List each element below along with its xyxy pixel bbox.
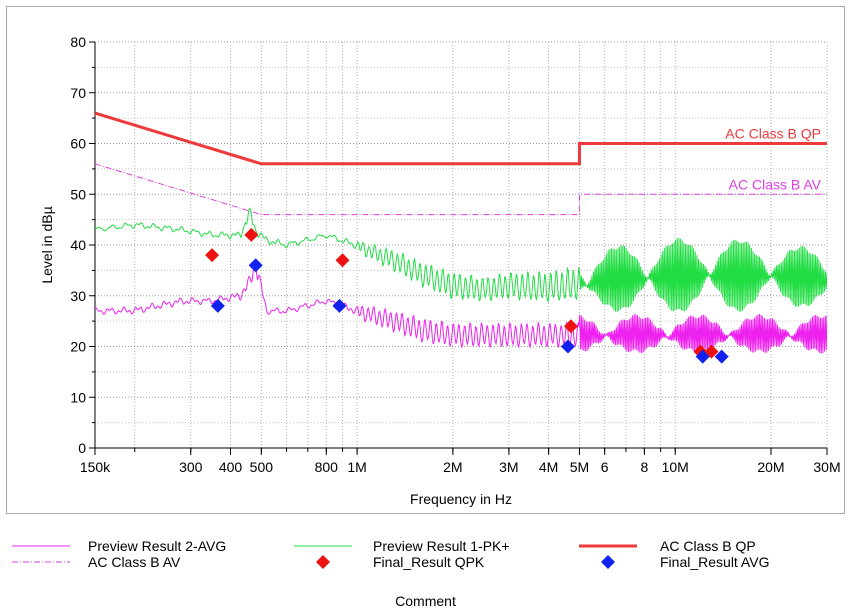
y-tick-label: 30	[70, 288, 86, 304]
emission-chart: 0 10 20 30 40 50 60 70 80 150k 300 400 500 800 1M 2M 3M 4…	[39, 34, 841, 507]
limit-line-av	[94, 163, 827, 216]
y-tick-label: 0	[78, 440, 86, 456]
legend-label-final-avg: Final_Result AVG	[660, 554, 770, 570]
legend: Preview Result 2-AVG Preview Result 1-PK…	[0, 532, 851, 582]
y-tick-label: 50	[70, 186, 86, 202]
limit-line-qp	[94, 111, 827, 166]
x-tick-label: 2M	[443, 459, 462, 475]
annotation-limit-qp: AC Class B QP	[725, 126, 821, 142]
avg-marker	[560, 339, 575, 354]
qpk-marker	[244, 227, 259, 242]
legend-swatch-final-qpk	[316, 555, 330, 569]
x-tick-label: 20M	[757, 459, 784, 475]
avg-marker	[210, 298, 225, 313]
y-tick-label: 70	[70, 85, 86, 101]
y-tick-label: 60	[70, 136, 86, 152]
x-tick-label: 800	[315, 459, 339, 475]
legend-label-limit-av: AC Class B AV	[88, 554, 181, 570]
x-tick-label: 4M	[539, 459, 558, 475]
qpk-marker	[335, 253, 350, 268]
legend-label-avg-preview: Preview Result 2-AVG	[88, 538, 227, 554]
x-tick-label: 500	[250, 459, 274, 475]
comment-text: Comment	[395, 593, 456, 609]
y-tick-label: 80	[70, 34, 86, 50]
x-tick-label: 150k	[80, 459, 111, 475]
plot-frame	[6, 6, 845, 514]
avg-marker	[332, 298, 347, 313]
legend-label-final-qpk: Final_Result QPK	[373, 554, 485, 570]
avg-marker	[248, 258, 263, 273]
x-tick-label: 400	[219, 459, 243, 475]
y-tick-label: 20	[70, 339, 86, 355]
avg-marker	[714, 349, 729, 364]
y-axis-label: Level in dBµ	[39, 206, 55, 283]
x-tick-label: 8	[640, 459, 648, 475]
x-tick-label: 1M	[347, 459, 366, 475]
x-tick-label: 10M	[662, 459, 689, 475]
legend-label-pk-preview: Preview Result 1-PK+	[373, 538, 510, 554]
x-axis-label: Frequency in Hz	[410, 491, 512, 507]
annotation-limit-av: AC Class B AV	[729, 176, 822, 192]
x-tick-label: 30M	[813, 459, 840, 475]
avg-marker	[695, 349, 710, 364]
legend-label-limit-qp: AC Class B QP	[660, 538, 756, 554]
x-tick-label: 5M	[570, 459, 589, 475]
legend-swatch-final-avg	[601, 555, 615, 569]
x-tick-label: 3M	[499, 459, 518, 475]
x-tick-label: 300	[179, 459, 203, 475]
series-line-pk-preview	[95, 207, 827, 312]
y-tick-label: 10	[70, 389, 86, 405]
qpk-marker	[563, 319, 578, 334]
legend-markers	[12, 544, 637, 569]
x-tick-label: 6	[601, 459, 609, 475]
qpk-marker	[205, 248, 220, 263]
y-tick-label: 40	[70, 237, 86, 253]
